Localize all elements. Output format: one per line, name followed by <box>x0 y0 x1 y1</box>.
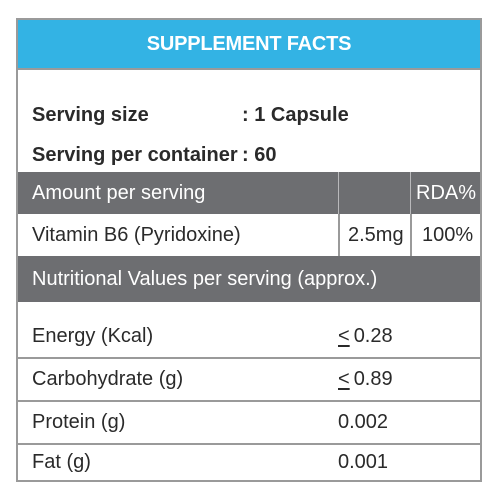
rda-header-divider <box>410 172 411 214</box>
rda-header-label: RDA% <box>416 181 477 204</box>
nutrient-name: Carbohydrate (g) <box>32 367 184 390</box>
less-or-equal-symbol: < <box>338 367 350 390</box>
nutrient-amount-value: 0.28 <box>353 324 393 347</box>
serving-size-value: : 1 Capsule <box>242 104 349 126</box>
nutrition-header-row: Nutritional Values per serving (approx.) <box>18 256 480 302</box>
row-divider <box>18 400 480 402</box>
nutrient-amount: < 0.28 <box>338 316 393 356</box>
nutrient-amount: < 0.89 <box>338 359 393 399</box>
nutrient-amount: 0.002 <box>338 410 389 433</box>
amount-header-row: Amount per serving RDA% <box>18 172 480 214</box>
row-divider <box>18 357 480 359</box>
nutrient-name: Energy (Kcal) <box>32 324 154 347</box>
supplement-facts-panel: SUPPLEMENT FACTS Serving size : 1 Capsul… <box>16 18 482 482</box>
serving-info: Serving size : 1 Capsule Serving per con… <box>18 68 480 172</box>
table-row: Protein (g) 0.002 <box>18 402 480 442</box>
nutrient-name: Vitamin B6 (Pyridoxine) <box>32 223 241 246</box>
table-row: Fat (g) 0.001 <box>18 442 480 482</box>
table-row: Energy (Kcal) < 0.28 <box>18 316 480 356</box>
rda-divider <box>410 214 412 256</box>
row-divider <box>18 443 480 445</box>
amount-header-label: Amount per serving <box>32 181 206 204</box>
serving-per-container-row: Serving per container : 60 <box>32 144 276 167</box>
nutrient-amount: 0.001 <box>338 450 389 473</box>
serving-per-container-label: Serving per container <box>32 144 238 166</box>
panel-title: SUPPLEMENT FACTS <box>18 20 480 68</box>
table-row: Carbohydrate (g) < 0.89 <box>18 359 480 399</box>
nutrient-amount: 2.5mg <box>348 223 404 246</box>
nutrient-amount-value: 0.89 <box>353 367 393 390</box>
nutrition-header-label: Nutritional Values per serving (approx.) <box>32 267 378 290</box>
serving-per-container-value: : 60 <box>242 144 277 166</box>
amount-divider <box>338 214 340 256</box>
nutrient-name: Protein (g) <box>32 410 126 433</box>
table-row: Vitamin B6 (Pyridoxine) 2.5mg 100% <box>18 214 480 256</box>
serving-size-row: Serving size : 1 Capsule <box>32 104 349 127</box>
less-or-equal-symbol: < <box>338 324 350 347</box>
nutrient-name: Fat (g) <box>32 450 91 473</box>
nutrient-rda: 100% <box>422 223 474 246</box>
serving-size-label: Serving size <box>32 104 149 126</box>
amount-header-divider <box>338 172 339 214</box>
